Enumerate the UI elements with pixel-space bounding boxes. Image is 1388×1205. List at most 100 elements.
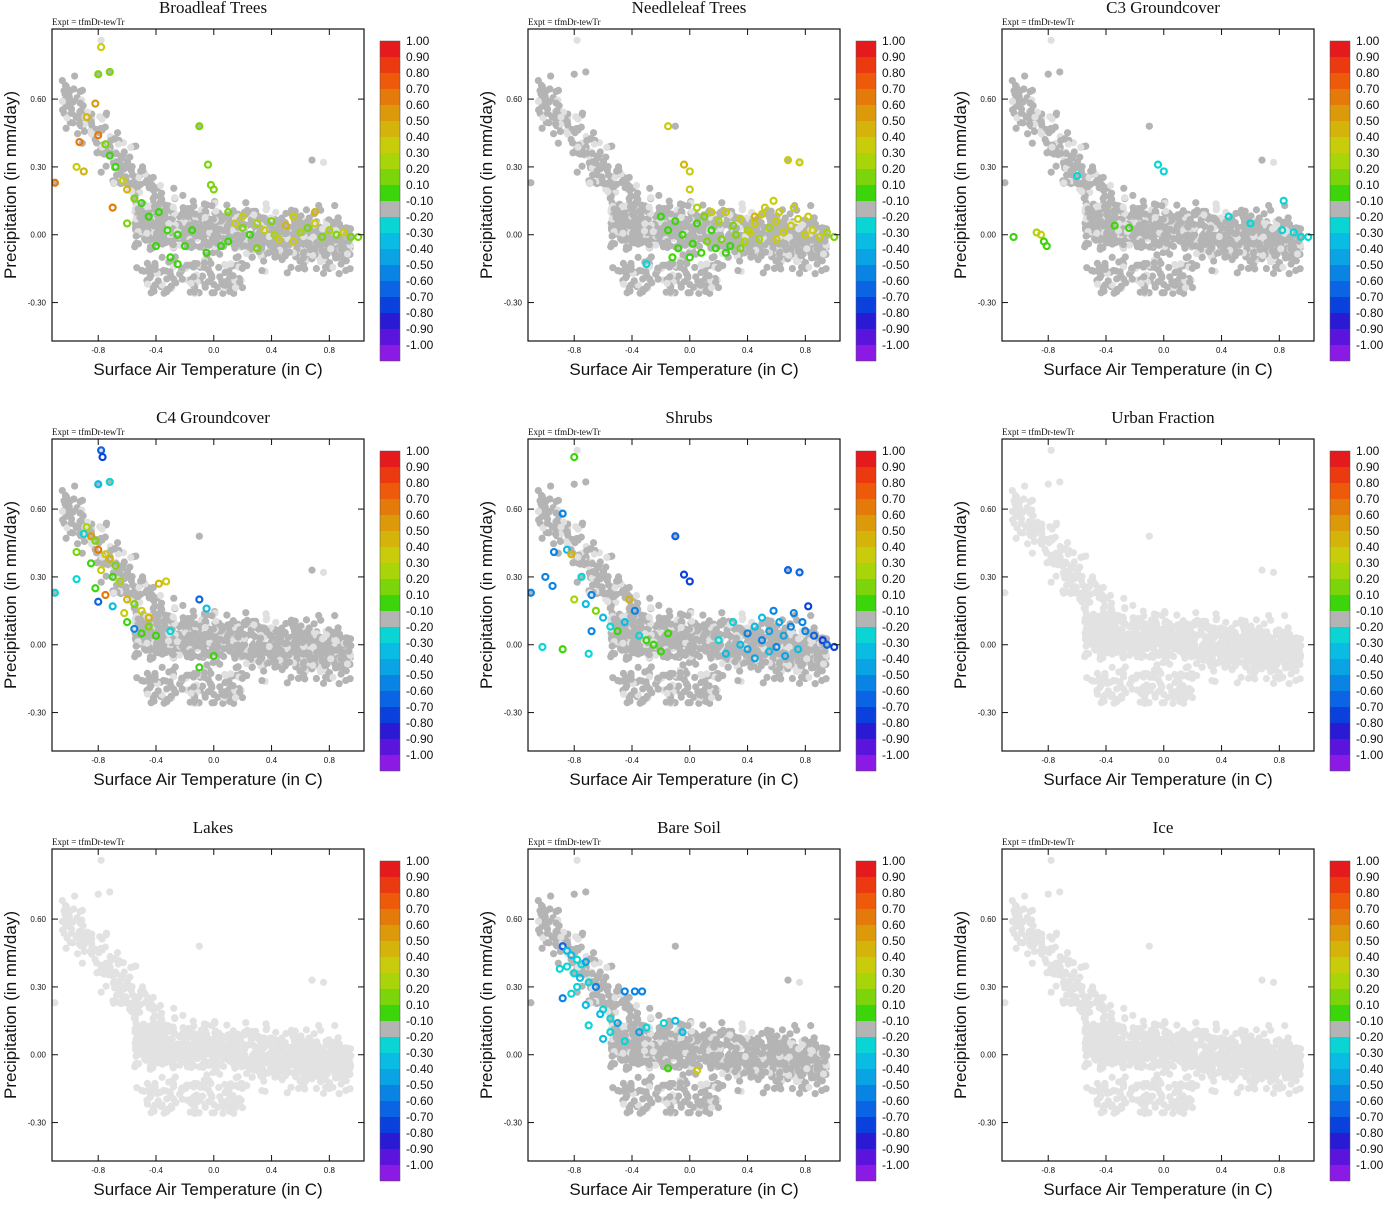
scatter-points bbox=[51, 37, 361, 297]
colorbar-segment bbox=[856, 297, 876, 313]
background-point bbox=[220, 281, 227, 288]
background-point bbox=[701, 268, 708, 275]
background-point bbox=[272, 248, 279, 255]
background-point bbox=[306, 624, 313, 631]
colorbar-segment bbox=[1330, 41, 1350, 57]
background-point bbox=[234, 642, 241, 649]
background-point bbox=[782, 214, 789, 221]
background-point bbox=[163, 288, 170, 295]
expt-label: Expt = tfmDr-tewTr bbox=[52, 17, 125, 27]
background-point bbox=[655, 192, 662, 199]
background-point bbox=[579, 110, 586, 117]
background-point bbox=[793, 258, 800, 265]
background-point bbox=[666, 202, 673, 209]
background-point bbox=[665, 242, 672, 249]
colorbar-label: 0.20 bbox=[406, 162, 430, 176]
background-point bbox=[1113, 288, 1120, 295]
background-point bbox=[331, 636, 338, 643]
background-point bbox=[203, 661, 210, 668]
y-tick-label: 0.60 bbox=[506, 95, 522, 104]
background-point bbox=[627, 260, 634, 267]
colorbar-label: 0.20 bbox=[1356, 162, 1380, 176]
background-point bbox=[1074, 158, 1081, 165]
background-point bbox=[1162, 225, 1169, 232]
background-point bbox=[211, 232, 218, 239]
background-point bbox=[557, 113, 564, 120]
background-point bbox=[239, 652, 246, 659]
background-point bbox=[641, 227, 648, 234]
background-point bbox=[282, 620, 289, 627]
colorbar-label: -0.80 bbox=[882, 306, 910, 320]
colorbar-segment bbox=[1330, 249, 1350, 265]
background-point bbox=[330, 220, 337, 227]
background-point bbox=[781, 240, 788, 247]
background-point bbox=[208, 274, 215, 281]
background-point bbox=[1161, 232, 1168, 239]
background-point bbox=[260, 667, 267, 674]
background-point bbox=[633, 182, 640, 189]
background-point bbox=[133, 233, 140, 240]
colorbar-segment bbox=[1330, 217, 1350, 233]
colorbar-label: -0.10 bbox=[406, 194, 434, 208]
background-point bbox=[208, 612, 215, 619]
background-point bbox=[621, 268, 628, 275]
background-point bbox=[571, 71, 578, 78]
background-point bbox=[1244, 237, 1251, 244]
background-point bbox=[725, 232, 732, 239]
background-point bbox=[306, 656, 313, 663]
background-point bbox=[146, 646, 153, 653]
background-point bbox=[272, 641, 279, 648]
background-point bbox=[552, 121, 559, 128]
background-point bbox=[811, 254, 818, 261]
background-point bbox=[313, 265, 320, 272]
colorbar-segment bbox=[380, 121, 400, 137]
background-point bbox=[206, 241, 213, 248]
background-point bbox=[335, 254, 342, 261]
background-point bbox=[1108, 190, 1115, 197]
background-point bbox=[603, 144, 610, 151]
background-point bbox=[129, 171, 136, 178]
background-point bbox=[215, 264, 222, 271]
background-point bbox=[1026, 121, 1033, 128]
background-point bbox=[734, 267, 741, 274]
background-point bbox=[202, 214, 209, 221]
data-point bbox=[698, 250, 704, 256]
colorbar-label: 0.50 bbox=[882, 114, 906, 128]
background-point bbox=[191, 220, 198, 227]
background-point bbox=[1169, 290, 1176, 297]
background-point bbox=[324, 642, 331, 649]
background-point bbox=[63, 125, 70, 132]
background-point bbox=[1222, 248, 1229, 255]
background-point bbox=[242, 609, 249, 616]
background-point bbox=[538, 82, 545, 89]
background-point bbox=[1177, 219, 1184, 226]
y-axis-label: Precipitation (in mm/day) bbox=[1, 91, 20, 279]
y-tick-label: 0.60 bbox=[980, 95, 996, 104]
background-point bbox=[572, 113, 579, 120]
background-point bbox=[272, 658, 279, 665]
background-point bbox=[300, 637, 307, 644]
background-point bbox=[202, 284, 209, 291]
background-point bbox=[1270, 159, 1277, 166]
background-point bbox=[1170, 227, 1177, 234]
background-point bbox=[822, 265, 829, 272]
background-point bbox=[574, 144, 581, 151]
background-point bbox=[1160, 216, 1167, 223]
colorbar-segment bbox=[380, 57, 400, 73]
background-point bbox=[239, 242, 246, 249]
data-point bbox=[681, 162, 687, 168]
background-point bbox=[1270, 270, 1277, 277]
background-point bbox=[587, 135, 594, 142]
background-point bbox=[1048, 37, 1055, 44]
colorbar-segment bbox=[856, 345, 876, 361]
background-point bbox=[590, 158, 597, 165]
colorbar-segment bbox=[1330, 313, 1350, 329]
background-point bbox=[103, 110, 110, 117]
background-point bbox=[67, 87, 74, 94]
colorbar-label: 0.90 bbox=[1356, 50, 1380, 64]
colorbar-label: -0.90 bbox=[406, 322, 434, 336]
colorbar-segment bbox=[1330, 153, 1350, 169]
background-point bbox=[1111, 212, 1118, 219]
background-point bbox=[1061, 135, 1068, 142]
